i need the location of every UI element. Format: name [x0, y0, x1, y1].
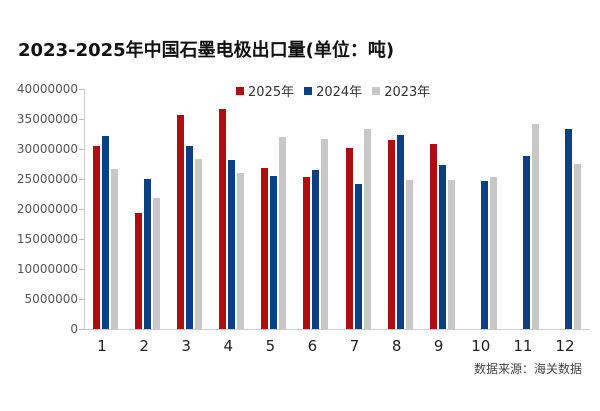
- bar-2023年-3: [195, 158, 203, 329]
- x-tick-label: 7: [349, 337, 360, 355]
- x-tick-label: 1: [97, 337, 107, 355]
- data-source: 数据来源：海关数据: [473, 362, 582, 376]
- bar-2025年-4: [219, 108, 227, 329]
- y-tick-label: 20000000: [16, 202, 78, 216]
- bar-2023年-10: [489, 177, 497, 329]
- bar-2023年-11: [531, 123, 539, 329]
- bar-2023年-7: [363, 129, 371, 329]
- y-tick-label: 25000000: [16, 172, 78, 186]
- bar-2025年-6: [303, 177, 311, 329]
- bar-2023年-5: [279, 137, 287, 329]
- x-tick-label: 12: [555, 337, 575, 355]
- bar-2024年-7: [354, 183, 362, 329]
- y-tick-mark: [79, 299, 84, 300]
- x-tick-label: 4: [223, 337, 234, 355]
- chart-title: 2023-2025年中国石墨电极出口量(单位：吨): [18, 40, 395, 61]
- bar-2023年-6: [321, 138, 329, 329]
- bar-2025年-1: [93, 146, 101, 329]
- y-tick-mark: [79, 89, 84, 90]
- legend-item-2024: 2024年: [304, 81, 362, 100]
- y-tick-mark: [79, 209, 84, 210]
- x-tick-label: 8: [391, 337, 402, 355]
- y-tick-mark: [79, 149, 84, 150]
- legend-swatch-2023: [372, 86, 381, 95]
- bar-2023年-1: [111, 168, 119, 329]
- x-tick-label: 9: [433, 337, 444, 355]
- bar-2025年-5: [261, 168, 269, 329]
- bar-2023年-2: [153, 198, 161, 329]
- bar-2024年-6: [312, 170, 320, 329]
- y-tick-mark: [79, 119, 84, 120]
- bar-2024年-12: [564, 129, 572, 329]
- x-tick-label: 5: [265, 337, 276, 355]
- y-tick-label: 15000000: [16, 232, 78, 246]
- bar-2024年-5: [270, 176, 278, 329]
- bar-2024年-8: [396, 135, 404, 329]
- x-tick-label: 11: [513, 337, 533, 355]
- bar-2025年-9: [429, 144, 437, 329]
- bar-2024年-1: [102, 136, 110, 329]
- bar-2023年-4: [237, 173, 245, 329]
- bar-2024年-4: [228, 159, 236, 329]
- x-tick-label: 10: [471, 337, 491, 355]
- bar-2024年-10: [480, 180, 488, 329]
- bar-2024年-2: [144, 179, 152, 329]
- bar-2025年-8: [387, 140, 395, 329]
- bar-2025年-3: [177, 114, 185, 329]
- bar-2023年-9: [447, 180, 455, 329]
- legend-label-2025: 2025年: [248, 85, 295, 100]
- y-tick-mark: [79, 179, 84, 180]
- bar-2025年-7: [345, 147, 353, 329]
- legend-swatch-2025: [236, 86, 244, 95]
- x-tick-label: 3: [181, 337, 191, 355]
- legend-label-2024: 2024年: [316, 85, 363, 100]
- y-tick-mark: [79, 329, 84, 330]
- y-tick-label: 5000000: [24, 292, 78, 306]
- y-tick-mark: [79, 269, 84, 270]
- bar-2024年-3: [186, 146, 194, 329]
- x-tick-label: 6: [307, 337, 318, 355]
- legend-item-2025: 2025年: [236, 81, 294, 100]
- y-tick-label: 30000000: [16, 142, 78, 156]
- y-axis: [84, 89, 85, 330]
- y-tick-label: 35000000: [16, 112, 78, 126]
- legend-label-2023: 2023年: [384, 85, 431, 100]
- x-axis: [84, 329, 590, 330]
- bar-2024年-11: [522, 156, 530, 329]
- legend-item-2023: 2023年: [372, 81, 430, 100]
- y-tick-mark: [79, 239, 84, 240]
- bar-2023年-12: [573, 164, 581, 329]
- y-tick-label: 40000000: [16, 82, 78, 96]
- bar-2023年-8: [405, 180, 413, 329]
- bar-2024年-9: [438, 165, 446, 329]
- bar-2025年-2: [135, 212, 143, 329]
- chart-legend: 2025年 2024年 2023年: [236, 81, 430, 100]
- x-tick-label: 2: [139, 337, 149, 355]
- y-tick-label: 0: [70, 322, 78, 336]
- y-tick-label: 10000000: [16, 262, 78, 276]
- legend-swatch-2024: [304, 86, 313, 95]
